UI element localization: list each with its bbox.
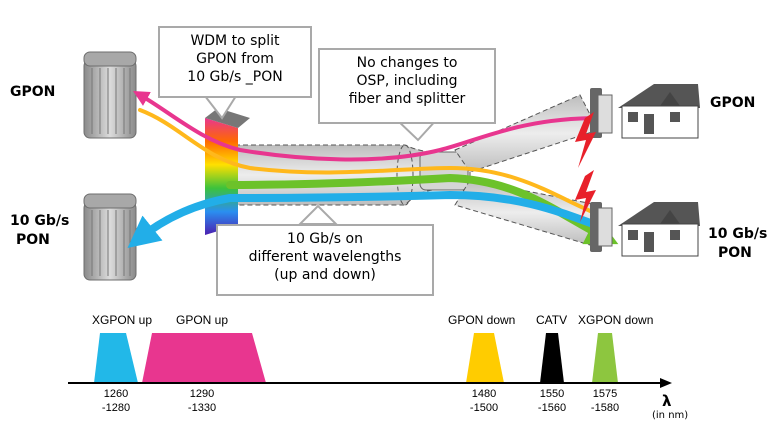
wavelengths-callout-line1: 10 Gb/s on — [287, 231, 363, 247]
wavelengths-callout: 10 Gb/s on different wavelengths (up and… — [216, 224, 434, 296]
band-catv — [540, 333, 564, 383]
band-label-gpon-down: GPON down — [448, 313, 516, 327]
band-xgpon-up — [94, 333, 138, 383]
gpon-downstream-beam — [138, 108, 608, 220]
osp-callout: No changes to OSP, including fiber and s… — [318, 48, 496, 124]
signal-beams — [127, 91, 619, 248]
band-label-xgpon-down: XGPON down — [578, 313, 654, 327]
label-gpon-right: GPON — [710, 95, 756, 111]
axis-unit-label: (in nm) — [652, 410, 689, 421]
wdm-callout-line2: GPON from — [196, 51, 274, 67]
wavelengths-callout-line3: (up and down) — [274, 267, 376, 283]
wavelength-catv-end: -1560 — [537, 402, 567, 414]
house-xgpon-icon — [618, 202, 700, 257]
wavelength-gpon-down: 1480 -1500 — [464, 387, 504, 415]
wavelength-gpon-up-start: 1290 — [189, 388, 215, 400]
band-label-catv: CATV — [536, 313, 568, 327]
wavelength-gpon-up: 1290 -1330 — [182, 387, 222, 415]
xgpon-olt-icon — [83, 193, 137, 281]
osp-callout-line1: No changes to — [356, 55, 458, 71]
gpon-ont-icon — [590, 88, 613, 138]
fiber-branch-lower — [454, 179, 599, 246]
wavelength-xgpon-up: 1260 -1280 — [96, 387, 136, 415]
xgpon-upstream-beam — [127, 190, 608, 248]
fiber-branch-upper — [454, 94, 599, 173]
wavelength-xgpon-up-start: 1260 — [103, 388, 129, 400]
wavelength-gpon-up-end: -1330 — [187, 402, 217, 414]
label-xgpon-right-line2: PON — [718, 245, 752, 261]
wdm-callout-line3: 10 Gb/s _PON — [187, 69, 283, 85]
wdm-callout-line1: WDM to split — [190, 33, 280, 49]
osp-callout-line3: fiber and splitter — [348, 91, 466, 107]
spectrum-bands — [94, 333, 618, 383]
gpon-upstream-beam — [133, 91, 602, 162]
wavelength-gpon-down-end: -1500 — [469, 402, 499, 414]
wavelength-gpon-down-start: 1480 — [471, 388, 497, 400]
wavelengths-callout-line2: different wavelengths — [248, 249, 402, 265]
signal-lightning-upper — [575, 112, 596, 168]
house-gpon-icon — [618, 84, 700, 139]
band-gpon-up — [142, 333, 266, 383]
label-xgpon-left-line2: PON — [16, 232, 50, 248]
wavelength-catv: 1550 -1560 — [532, 387, 572, 415]
osp-callout-line2: OSP, including — [356, 73, 458, 89]
label-gpon-left: GPON — [10, 84, 56, 100]
xgpon-ont-icon — [590, 202, 613, 252]
signal-lightning-lower — [575, 170, 596, 222]
wavelength-xgpon-down-end: -1580 — [590, 402, 620, 414]
label-xgpon-left-line1: 10 Gb/s — [10, 213, 70, 229]
band-xgpon-down — [592, 333, 618, 383]
wavelengths-callout-pointer — [297, 204, 339, 225]
lambda-symbol: λ — [662, 392, 672, 410]
label-xgpon-right-line1: 10 Gb/s — [708, 226, 768, 242]
wavelength-axis-arrow — [660, 378, 672, 388]
wavelength-catv-start: 1550 — [539, 388, 565, 400]
wavelength-xgpon-up-end: -1280 — [101, 402, 131, 414]
band-gpon-down — [466, 333, 504, 383]
band-label-gpon-up: GPON up — [176, 313, 229, 327]
wavelength-xgpon-down: 1575 -1580 — [585, 387, 625, 415]
wdm-callout: WDM to split GPON from 10 Gb/s _PON — [158, 26, 312, 98]
wavelength-xgpon-down-start: 1575 — [592, 388, 618, 400]
band-label-xgpon-up: XGPON up — [92, 313, 153, 327]
gpon-olt-icon — [83, 51, 137, 139]
